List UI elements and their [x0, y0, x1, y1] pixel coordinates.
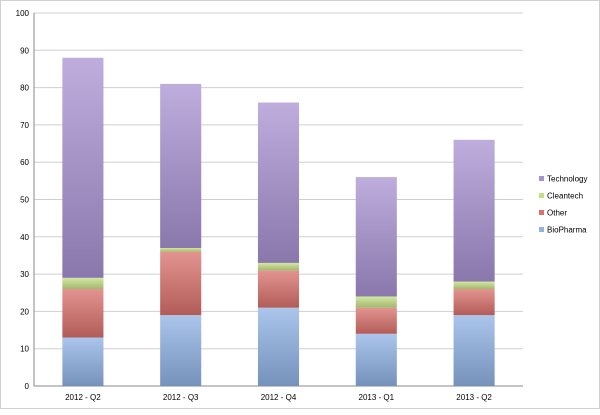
legend-swatch — [539, 210, 544, 215]
y-tick-label: 90 — [20, 46, 29, 55]
bar-segment-technology — [453, 139, 495, 282]
y-tick-label: 0 — [25, 382, 30, 391]
y-tick-label: 100 — [16, 9, 30, 18]
legend-swatch — [539, 176, 544, 181]
legend-label: Cleantech — [547, 192, 583, 201]
x-tick-label: 2012 - Q4 — [261, 393, 297, 402]
bar-segment-cleantech — [355, 296, 397, 308]
x-tick-label: 2012 - Q2 — [65, 393, 101, 402]
bars — [62, 57, 495, 386]
bar-segment-cleantech — [453, 281, 495, 290]
bar-segment-cleantech — [160, 247, 202, 252]
legend-item: Cleantech — [539, 192, 583, 201]
y-tick-label: 80 — [20, 84, 29, 93]
bar-segment-biopharma — [62, 337, 104, 386]
x-tick-label: 2013 - Q1 — [359, 393, 395, 402]
bar-segment-cleantech — [257, 262, 300, 271]
bar-segment-other — [257, 270, 300, 308]
bar-segment-biopharma — [453, 315, 495, 386]
y-tick-label: 20 — [20, 307, 29, 316]
legend-label: Other — [547, 209, 567, 218]
y-tick-label: 30 — [20, 270, 29, 279]
bar-segment-technology — [160, 83, 202, 248]
bar-segment-technology — [257, 102, 300, 263]
y-tick-label: 50 — [20, 196, 29, 205]
bar-segment-other — [160, 251, 202, 316]
bar-segment-biopharma — [355, 333, 397, 386]
x-tick-labels: 2012 - Q2 2012 - Q3 2012 - Q4 2013 - Q1 2013… — [65, 393, 492, 402]
legend-item: Other — [539, 209, 567, 218]
legend-item: BioPharma — [539, 226, 587, 235]
y-tick-label: 40 — [20, 233, 29, 242]
bar-segment-other — [355, 307, 397, 334]
bar-segment-technology — [62, 57, 104, 278]
x-tick-label: 2012 - Q3 — [163, 393, 199, 402]
bar-segment-other — [453, 289, 495, 316]
legend: Technology Cleantech Other BioPharma — [539, 175, 587, 235]
bar-segment-cleantech — [62, 277, 104, 290]
y-tick-label: 60 — [20, 158, 29, 167]
legend-swatch — [539, 227, 544, 232]
legend-item: Technology — [539, 175, 587, 184]
legend-label: Technology — [547, 175, 587, 184]
bar-segment-biopharma — [160, 315, 202, 386]
legend-label: BioPharma — [547, 226, 587, 235]
bar-segment-other — [62, 289, 104, 338]
x-tick-label: 2013 - Q2 — [456, 393, 492, 402]
y-tick-label: 70 — [20, 121, 29, 130]
bar-segment-technology — [355, 177, 397, 297]
bar-segment-biopharma — [257, 307, 300, 386]
legend-swatch — [539, 193, 544, 198]
y-tick-labels: 0 10 20 30 40 50 60 70 80 90 100 — [16, 9, 30, 391]
y-tick-label: 10 — [20, 345, 29, 354]
